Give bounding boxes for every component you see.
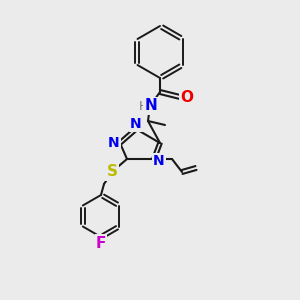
Text: O: O (181, 89, 194, 104)
Text: N: N (153, 154, 165, 168)
Text: S: S (106, 164, 118, 179)
Text: N: N (130, 117, 142, 131)
Text: H: H (138, 100, 148, 112)
Text: N: N (108, 136, 120, 150)
Text: N: N (145, 98, 158, 113)
Text: F: F (96, 236, 106, 250)
